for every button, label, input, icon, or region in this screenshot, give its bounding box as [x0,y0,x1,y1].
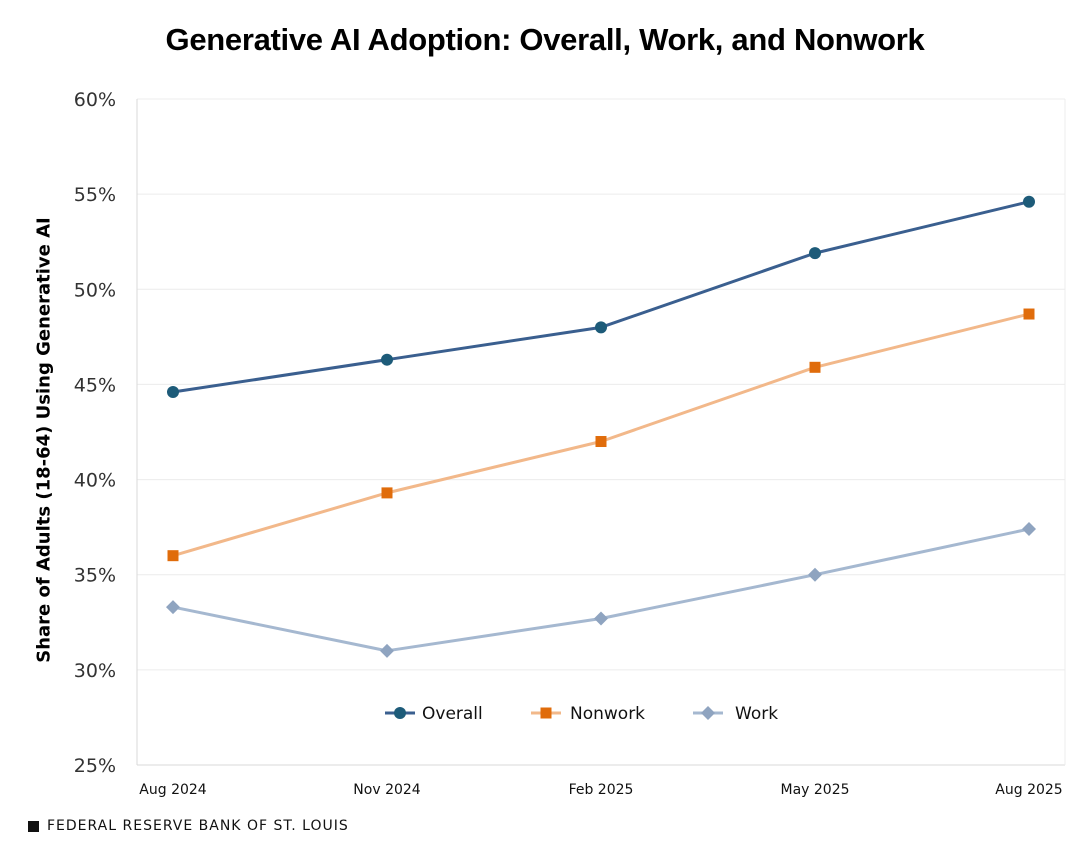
source-footer: FEDERAL RESERVE BANK OF ST. LOUIS [28,818,349,834]
gridlines [137,98,1065,766]
data-point-nonwork [381,487,393,499]
data-point-overall [809,247,821,260]
data-point-nonwork [167,550,179,562]
data-point-overall [167,386,179,399]
data-point-work [808,567,822,582]
data-point-overall [381,353,393,366]
legend-marker-work [701,706,715,720]
y-tick-label: 55% [74,184,116,206]
y-tick-label: 25% [74,755,116,777]
legend-label-nonwork: Nonwork [570,704,645,724]
data-point-work [166,600,180,615]
source-text: FEDERAL RESERVE BANK OF ST. LOUIS [47,818,349,834]
series-lines [166,195,1036,658]
x-tick-label: Aug 2024 [139,782,207,798]
data-point-work [380,643,394,658]
y-tick-label: 60% [74,89,116,111]
y-tick-label: 45% [74,374,116,396]
data-point-nonwork [1023,308,1035,320]
legend-label-overall: Overall [422,704,483,724]
y-tick-label: 50% [74,279,116,301]
chart-title: Generative AI Adoption: Overall, Work, a… [165,22,925,57]
y-tick-labels: 25% 30% 35% 40% 45% 50% 55% 60% [74,89,116,777]
x-tick-labels: Aug 2024 Nov 2024 Feb 2025 May 2025 Aug 2025 [139,782,1062,798]
x-tick-label: May 2025 [780,782,849,798]
series-line-overall [172,200,1030,394]
y-tick-label: 35% [74,565,116,587]
footer-square-icon [28,820,39,832]
legend-marker-nonwork [540,707,552,719]
x-tick-label: Aug 2025 [995,782,1062,798]
x-tick-label: Nov 2024 [353,782,420,798]
legend-label-work: Work [735,704,778,724]
y-tick-label: 40% [74,470,116,492]
y-tick-label: 30% [74,660,116,682]
legend-marker-overall [394,707,406,719]
data-point-work [594,611,608,626]
data-point-overall [595,321,607,334]
legend: Overall Nonwork Work [385,704,778,724]
axes [136,99,1066,766]
data-point-nonwork [809,361,821,373]
series-line-nonwork [172,312,1030,558]
data-point-work [1022,522,1036,537]
x-tick-label: Feb 2025 [569,782,634,798]
series-line-work [172,527,1030,653]
data-point-nonwork [595,436,607,448]
data-point-overall [1023,195,1035,208]
